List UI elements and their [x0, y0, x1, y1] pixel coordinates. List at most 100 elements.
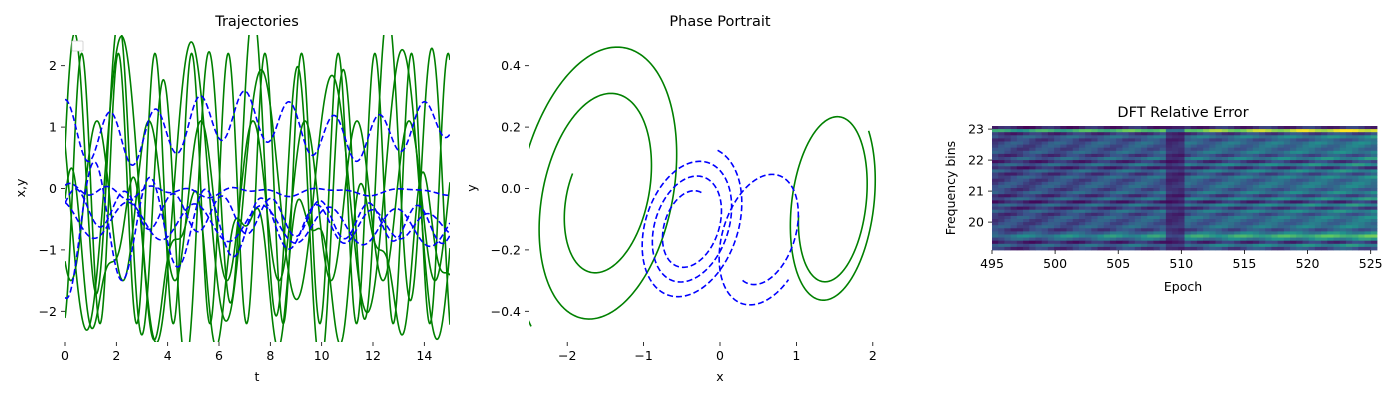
heatmap-cell	[1184, 157, 1192, 161]
heatmap-cell	[1103, 243, 1111, 248]
phase-ytick-label: −0.4	[491, 304, 521, 319]
heatmap-cell	[1296, 150, 1303, 155]
heatmap-cell	[1240, 181, 1247, 186]
heatmap-cell	[1103, 178, 1111, 183]
dft-xtick-label: 495	[980, 256, 1004, 271]
phase-ytick-label: 0.2	[501, 120, 521, 135]
heatmap-cell	[1072, 197, 1080, 201]
heatmap-cell	[1041, 129, 1049, 133]
heatmap-cell	[1252, 153, 1260, 158]
heatmap-cell	[1010, 135, 1018, 139]
heatmap-cell	[1203, 178, 1210, 183]
heatmap-cell	[998, 203, 1005, 207]
heatmap-cell	[1364, 163, 1372, 167]
heatmap-cell	[1097, 203, 1105, 207]
heatmap-cell	[1327, 181, 1334, 186]
heatmap-cell	[1147, 141, 1154, 145]
heatmap-cell	[1165, 197, 1173, 201]
heatmap-cell	[1333, 219, 1341, 223]
heatmap-cell	[1333, 203, 1341, 207]
heatmap-cell	[1333, 234, 1341, 238]
heatmap-cell	[1203, 181, 1210, 186]
heatmap-cell	[1153, 246, 1161, 251]
heatmap-cell	[1345, 243, 1353, 248]
heatmap-cell	[1128, 147, 1136, 152]
heatmap-cell	[1290, 169, 1297, 173]
heatmap-cell	[1072, 209, 1080, 214]
heatmap-cell	[1054, 160, 1061, 164]
heatmap-cell	[1172, 181, 1179, 186]
heatmap-cell	[1184, 188, 1192, 192]
heatmap-cell	[1196, 166, 1204, 170]
heatmap-cell	[1097, 206, 1105, 211]
heatmap-cell	[1308, 166, 1316, 170]
heatmap-cell	[1029, 200, 1036, 204]
heatmap-cell	[1178, 191, 1185, 195]
heatmap-cell	[1035, 157, 1043, 161]
heatmap-cell	[1221, 135, 1229, 139]
heatmap-cell	[1060, 166, 1067, 170]
heatmap-cell	[1358, 215, 1365, 220]
heatmap-cell	[1302, 147, 1310, 152]
heatmap-cell	[1240, 222, 1247, 226]
heatmap-cell	[1277, 212, 1285, 217]
heatmap-cell	[1203, 175, 1210, 180]
heatmap-cell	[1085, 147, 1092, 152]
heatmap-cell	[1035, 126, 1043, 130]
heatmap-cell	[1327, 246, 1334, 251]
heatmap-cell	[1221, 246, 1229, 251]
heatmap-cell	[1352, 231, 1359, 235]
heatmap-cell	[1190, 237, 1198, 242]
heatmap-cell	[1259, 225, 1266, 229]
heatmap-cell	[1165, 138, 1173, 142]
heatmap-cell	[1358, 225, 1365, 229]
heatmap-cell	[1296, 209, 1303, 214]
heatmap-cell	[1271, 212, 1279, 217]
heatmap-cell	[1091, 172, 1098, 176]
heatmap-cell	[1122, 209, 1130, 214]
heatmap-cell	[1283, 138, 1291, 142]
heatmap-cell	[1215, 228, 1223, 232]
heatmap-cell	[1327, 153, 1334, 158]
heatmap-cell	[1159, 126, 1167, 130]
heatmap-cell	[1358, 132, 1365, 136]
heatmap-cell	[1259, 157, 1266, 161]
heatmap-cell	[1364, 160, 1372, 164]
heatmap-cell	[992, 178, 999, 183]
heatmap-cell	[1010, 181, 1018, 186]
heatmap-cell	[1283, 246, 1291, 251]
heatmap-cell	[1165, 129, 1173, 133]
heatmap-cell	[1252, 163, 1260, 167]
heatmap-cell	[1016, 166, 1024, 170]
heatmap-cell	[1190, 172, 1198, 176]
heatmap-cell	[1029, 163, 1036, 167]
heatmap-cell	[1004, 138, 1012, 142]
heatmap-cell	[1234, 209, 1241, 214]
heatmap-cell	[1016, 132, 1024, 136]
heatmap-cell	[1141, 178, 1148, 183]
heatmap-cell	[1078, 246, 1086, 251]
heatmap-cell	[1277, 178, 1285, 183]
heatmap-cell	[1227, 175, 1235, 180]
heatmap-cell	[1302, 240, 1310, 245]
heatmap-cell	[1215, 157, 1223, 161]
heatmap-cell	[1060, 184, 1067, 189]
heatmap-cell	[1290, 212, 1297, 217]
heatmap-cell	[1035, 225, 1043, 229]
heatmap-cell	[1147, 169, 1154, 173]
heatmap-cell	[1159, 240, 1167, 245]
heatmap-cell	[1234, 166, 1241, 170]
heatmap-cell	[1147, 212, 1154, 217]
heatmap-cell	[1153, 147, 1161, 152]
heatmap-cell	[1116, 144, 1123, 149]
heatmap-cell	[1016, 231, 1024, 235]
heatmap-cell	[1041, 175, 1049, 180]
heatmap-cell	[1016, 246, 1024, 251]
heatmap-cell	[1345, 178, 1353, 183]
heatmap-cell	[1345, 203, 1353, 207]
heatmap-cell	[1321, 191, 1328, 195]
heatmap-cell	[1302, 160, 1310, 164]
heatmap-cell	[1277, 219, 1285, 223]
heatmap-cell	[1190, 163, 1198, 167]
heatmap-cell	[1234, 169, 1241, 173]
